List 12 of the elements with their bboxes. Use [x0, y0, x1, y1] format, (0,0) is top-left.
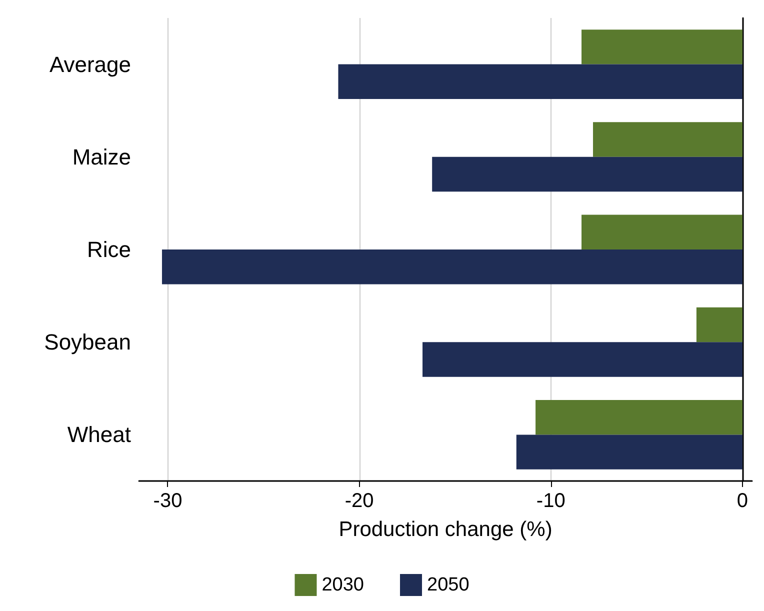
- legend-label: 2030: [322, 574, 364, 596]
- x-tick-label: 0: [736, 490, 748, 512]
- y-tick-label: Wheat: [67, 422, 131, 448]
- x-axis-title: Production change (%): [338, 518, 552, 541]
- x-tick-label: -20: [344, 490, 374, 512]
- x-tick-label: -30: [153, 490, 182, 512]
- y-tick-label: Rice: [86, 237, 131, 262]
- x-tick-label: -10: [536, 490, 566, 512]
- y-tick-label: Soybean: [44, 330, 131, 355]
- y-tick-label: Maize: [72, 144, 131, 170]
- y-tick-label: Average: [49, 52, 131, 77]
- legend-label: 2050: [427, 574, 470, 596]
